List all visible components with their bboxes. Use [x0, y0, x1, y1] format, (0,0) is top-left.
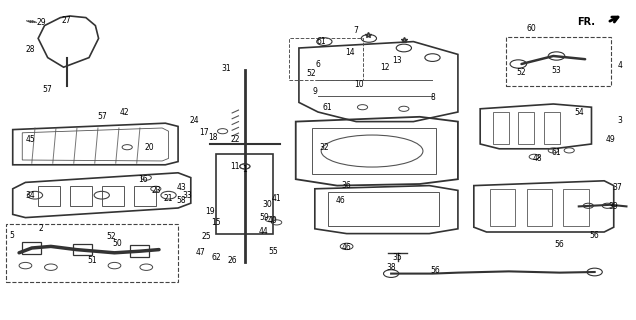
Bar [328, 192, 439, 226]
Text: 52: 52 [106, 232, 116, 241]
Text: 6: 6 [315, 60, 321, 68]
Text: 50: 50 [113, 239, 123, 248]
Text: 22: 22 [231, 135, 240, 144]
Text: 14: 14 [345, 48, 355, 57]
Text: 34: 34 [25, 191, 36, 200]
Bar [312, 128, 436, 174]
Text: 13: 13 [392, 56, 403, 65]
Text: 19: 19 [205, 207, 215, 216]
Text: 24: 24 [189, 116, 199, 124]
Text: 38: 38 [386, 263, 396, 272]
Text: 47: 47 [195, 248, 205, 257]
Text: 61: 61 [316, 37, 326, 46]
Text: 36: 36 [342, 181, 352, 190]
Text: 2: 2 [39, 224, 44, 233]
Text: 61: 61 [551, 148, 562, 156]
Bar [22, 242, 41, 254]
Text: 7: 7 [354, 26, 359, 35]
Text: 32: 32 [319, 143, 329, 152]
Text: 37: 37 [612, 183, 622, 192]
Text: 5: 5 [9, 231, 14, 240]
Text: 54: 54 [574, 108, 584, 116]
Text: 49: 49 [605, 135, 616, 144]
Text: 23: 23 [151, 186, 161, 195]
Text: 57: 57 [97, 112, 107, 121]
Text: 46: 46 [335, 196, 345, 204]
Text: 4: 4 [618, 61, 623, 70]
Text: 46: 46 [342, 244, 352, 252]
Text: 15: 15 [211, 218, 221, 227]
Text: 43: 43 [176, 183, 186, 192]
Bar [134, 186, 156, 206]
Text: 26: 26 [227, 256, 237, 265]
Text: 1: 1 [242, 165, 247, 174]
Text: 9: 9 [312, 87, 317, 96]
Bar [102, 186, 124, 206]
Bar [518, 112, 534, 144]
Text: 53: 53 [551, 66, 562, 75]
Text: 45: 45 [25, 135, 36, 144]
Text: 40: 40 [267, 216, 277, 225]
Text: 29: 29 [36, 18, 46, 27]
Text: 30: 30 [262, 200, 272, 209]
Bar [38, 186, 60, 206]
Text: 42: 42 [119, 108, 129, 116]
Bar [70, 186, 92, 206]
Text: 59: 59 [259, 213, 269, 222]
Text: 20: 20 [144, 143, 155, 152]
Text: 25: 25 [202, 232, 212, 241]
Bar [130, 245, 149, 257]
Text: 28: 28 [26, 45, 35, 54]
Text: 12: 12 [380, 63, 389, 72]
Text: 3: 3 [618, 116, 623, 124]
Bar [73, 244, 92, 255]
Text: 17: 17 [198, 128, 209, 137]
Text: 27: 27 [62, 16, 72, 25]
Text: 11: 11 [231, 162, 240, 171]
Text: 18: 18 [209, 133, 218, 142]
Text: 39: 39 [609, 202, 619, 211]
Text: 56: 56 [555, 240, 565, 249]
Text: 58: 58 [176, 196, 186, 204]
Bar [490, 189, 515, 226]
Text: 62: 62 [211, 253, 221, 262]
Text: 61: 61 [322, 103, 333, 112]
Text: 56: 56 [431, 266, 441, 275]
Text: 51: 51 [87, 256, 97, 265]
Text: 55: 55 [268, 247, 279, 256]
Text: FR.: FR. [577, 17, 595, 28]
Text: 52: 52 [516, 68, 527, 76]
Text: 52: 52 [307, 69, 317, 78]
Text: 60: 60 [526, 24, 536, 33]
Text: 16: 16 [138, 175, 148, 184]
Text: 44: 44 [259, 228, 269, 236]
Text: 56: 56 [590, 231, 600, 240]
Text: 57: 57 [43, 85, 53, 94]
Text: 8: 8 [430, 93, 435, 102]
Text: 48: 48 [532, 154, 543, 163]
Bar [216, 154, 273, 234]
Text: 33: 33 [183, 191, 193, 200]
Text: 10: 10 [354, 80, 364, 89]
Text: 31: 31 [221, 64, 231, 73]
Text: 21: 21 [164, 194, 173, 203]
Bar [563, 189, 589, 226]
Text: 35: 35 [392, 253, 403, 262]
Bar [544, 112, 560, 144]
Bar [493, 112, 509, 144]
Bar [527, 189, 552, 226]
Text: 41: 41 [272, 194, 282, 203]
